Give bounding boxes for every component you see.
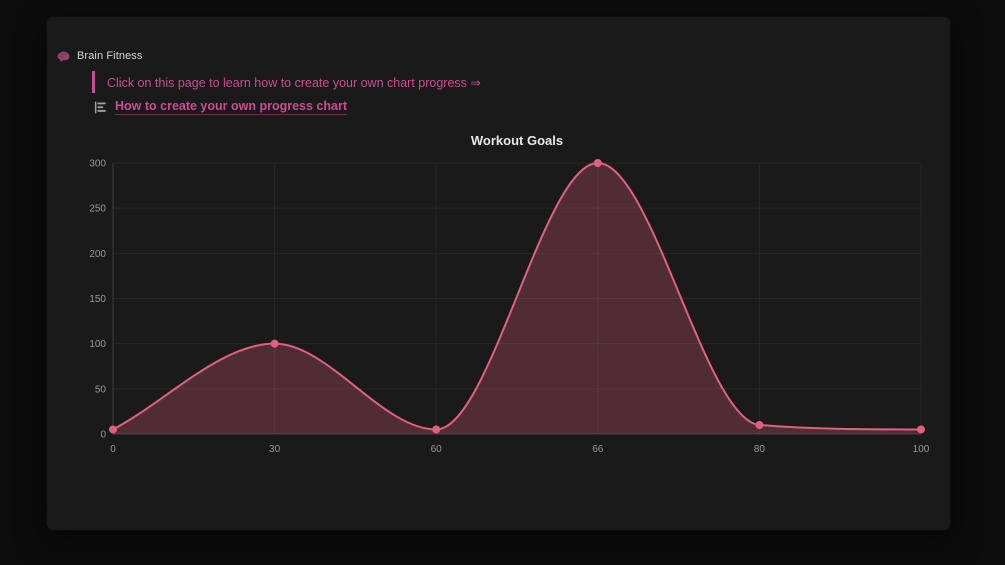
brain-icon <box>57 50 70 62</box>
y-tick-label: 0 <box>100 430 106 441</box>
x-tick-label: 30 <box>269 444 281 455</box>
data-point-marker[interactable] <box>109 425 117 434</box>
notion-page-card: Brain Fitness Click on this page to lear… <box>47 17 950 530</box>
y-tick-label: 150 <box>89 294 106 305</box>
y-tick-label: 300 <box>89 159 106 170</box>
x-tick-label: 80 <box>754 444 766 455</box>
x-tick-label: 66 <box>592 444 604 455</box>
x-tick-label: 0 <box>110 444 116 455</box>
y-tick-label: 50 <box>95 384 107 395</box>
subpage-link-label[interactable]: How to create your own progress chart <box>115 99 347 115</box>
data-point-marker[interactable] <box>917 425 925 434</box>
y-tick-label: 250 <box>89 204 106 215</box>
breadcrumb-label[interactable]: Brain Fitness <box>77 50 143 62</box>
x-tick-label: 60 <box>431 444 443 455</box>
data-point-marker[interactable] <box>270 339 279 348</box>
callout-text: Click on this page to learn how to creat… <box>107 75 481 90</box>
y-tick-label: 200 <box>89 249 106 260</box>
subpage-link-row[interactable]: How to create your own progress chart <box>94 98 347 116</box>
data-point-marker[interactable] <box>755 420 764 429</box>
breadcrumb[interactable]: Brain Fitness <box>57 48 143 64</box>
data-point-marker[interactable] <box>432 425 441 434</box>
list-flag-icon <box>94 100 107 114</box>
x-tick-label: 100 <box>913 444 930 455</box>
data-point-marker[interactable] <box>593 159 602 167</box>
chart-title: Workout Goals <box>470 133 564 148</box>
workout-goals-chart[interactable]: 0 30 60 66 80 100 0 50 100 150 200 250 300 <box>47 147 950 467</box>
y-tick-label: 100 <box>89 339 106 350</box>
callout-quote-block[interactable]: Click on this page to learn how to creat… <box>92 71 481 93</box>
